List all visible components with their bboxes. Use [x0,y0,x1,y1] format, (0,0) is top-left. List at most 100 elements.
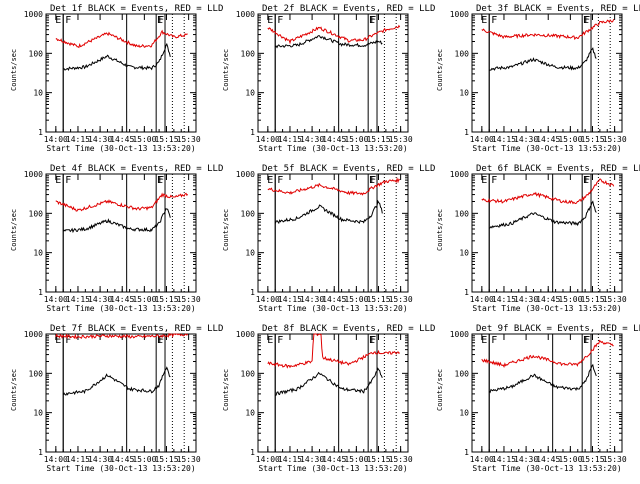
plot-frame [471,13,623,133]
chart-title: Det 6f BLACK = Events, RED = LLD [476,164,640,174]
y-tick-label: 10 [459,409,469,418]
x-tick-label: 14:15 [278,455,302,464]
series-events-line [63,42,171,71]
interval-marker-label: E [55,175,61,186]
x-tick-label: 15:15 [154,135,178,144]
interval-marker-label: F [65,335,71,346]
chart-panel-6: Det 6f BLACK = Events, RED = LLD Counts/s… [436,164,640,313]
series-lld-line [267,24,401,45]
interval-marker-label: E [267,175,273,186]
y-tick-label: 1000 [236,330,255,339]
x-tick-label: 15:00 [132,135,156,144]
interval-marker-label: E [55,335,61,346]
x-tick-label: 14:15 [278,135,302,144]
x-axis-label: Start Time (30-Oct-13 13:53:20) [46,144,195,153]
plot-frame [471,333,623,453]
y-axis-label: Counts/sec [436,369,444,411]
x-tick-label: 15:30 [389,455,413,464]
y-tick-label: 1000 [236,170,255,179]
y-tick-label: 1000 [24,330,43,339]
y-tick-label: 1 [250,288,255,297]
x-tick-label: 15:00 [344,135,368,144]
chart-panel-2: Det 2f BLACK = Events, RED = LLD Counts/s… [222,4,435,153]
y-tick-label: 100 [29,49,44,58]
x-tick-label: 15:15 [580,455,604,464]
series-events-line [489,200,597,229]
interval-marker-label: E [157,335,163,346]
interval-marker-label: F [277,335,283,346]
interval-marker-label: E [369,15,375,26]
x-axis-label: Start Time (30-Oct-13 13:53:20) [472,144,621,153]
x-tick-label: 14:15 [492,455,516,464]
chart-title: Det 7f BLACK = Events, RED = LLD [50,324,223,334]
x-tick-label: 14:45 [536,135,560,144]
x-axis-label: Start Time (30-Oct-13 13:53:20) [46,464,195,473]
series-lld-line [55,192,189,212]
x-tick-label: 14:00 [470,455,494,464]
y-tick-label: 1000 [450,10,469,19]
x-axis-label: Start Time (30-Oct-13 13:53:20) [472,304,621,313]
x-tick-label: 14:45 [536,455,560,464]
x-tick-label: 14:45 [322,455,346,464]
x-tick-label: 14:00 [44,135,68,144]
x-tick-label: 14:00 [256,455,280,464]
x-tick-label: 14:30 [88,135,112,144]
x-tick-label: 15:00 [558,455,582,464]
y-tick-label: 100 [29,209,44,218]
y-tick-label: 10 [245,249,255,258]
y-axis-label: Counts/sec [10,49,18,91]
y-axis-label: Counts/sec [10,369,18,411]
x-tick-label: 15:00 [344,455,368,464]
y-axis-label: Counts/sec [222,209,230,251]
x-tick-label: 14:30 [514,135,538,144]
y-tick-label: 1 [464,448,469,457]
y-tick-label: 1000 [24,10,43,19]
plot-frame [257,333,409,453]
x-tick-label: 14:45 [110,295,134,304]
x-tick-label: 14:15 [278,295,302,304]
interval-marker-label: E [583,175,589,186]
series-events-line [274,35,383,49]
x-tick-label: 15:15 [580,135,604,144]
x-tick-label: 14:15 [492,135,516,144]
interval-marker-label: F [65,15,71,26]
x-tick-label: 14:00 [44,295,68,304]
interval-marker-label: E [369,175,375,186]
x-axis-label: Start Time (30-Oct-13 13:53:20) [258,144,407,153]
chart-title: Det 1f BLACK = Events, RED = LLD [50,4,223,14]
interval-marker-label: E [157,175,163,186]
y-tick-label: 1000 [236,10,255,19]
x-tick-label: 15:30 [389,295,413,304]
interval-marker-label: E [583,15,589,26]
interval-marker-label: F [158,175,164,186]
x-tick-label: 15:30 [603,455,627,464]
interval-marker-label: E [369,335,375,346]
x-tick-label: 15:30 [389,135,413,144]
x-tick-label: 15:00 [132,295,156,304]
y-tick-label: 100 [455,369,470,378]
x-tick-label: 15:00 [558,295,582,304]
chart-panel-5: Det 5f BLACK = Events, RED = LLD Counts/s… [222,164,435,313]
y-tick-label: 1 [250,128,255,137]
y-tick-label: 1 [464,288,469,297]
x-tick-label: 14:30 [300,455,324,464]
interval-marker-label: F [370,15,376,26]
x-tick-label: 14:45 [110,135,134,144]
interval-marker-label: F [491,15,497,26]
x-tick-label: 15:30 [177,455,201,464]
interval-marker-label: E [267,15,273,26]
x-tick-label: 15:15 [154,295,178,304]
y-tick-label: 1000 [450,330,469,339]
x-tick-label: 15:15 [366,135,390,144]
x-tick-label: 14:15 [66,135,90,144]
y-axis-label: Counts/sec [10,209,18,251]
x-tick-label: 14:00 [256,295,280,304]
y-tick-label: 100 [29,369,44,378]
series-lld-line [55,332,189,340]
plot-frame [45,13,197,133]
y-tick-label: 100 [455,209,470,218]
chart-title: Det 5f BLACK = Events, RED = LLD [262,164,435,174]
y-tick-label: 1 [250,448,255,457]
x-tick-label: 14:30 [300,135,324,144]
